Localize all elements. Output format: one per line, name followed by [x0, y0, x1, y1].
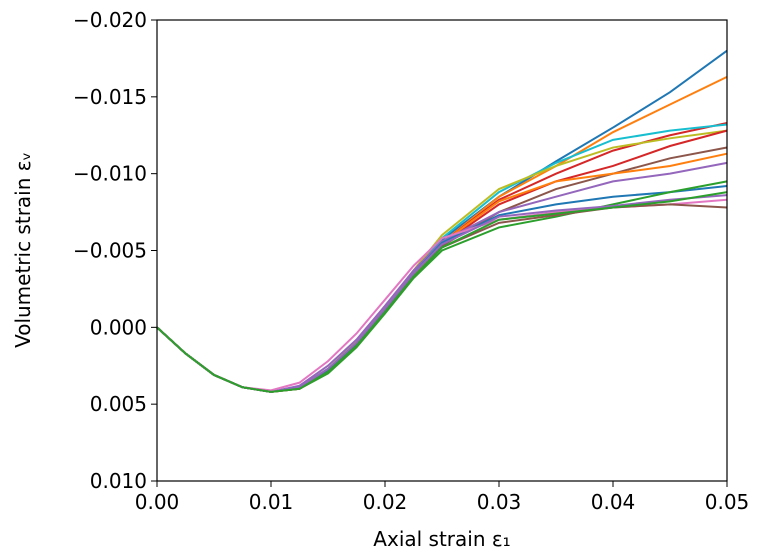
data-line	[156, 184, 728, 393]
x-tick-label: 0.03	[477, 490, 522, 514]
data-line	[156, 191, 728, 393]
x-tick-label: 0.04	[591, 490, 636, 514]
x-tick-label: 0.00	[135, 490, 180, 514]
y-tick-label: 0.010	[90, 469, 147, 493]
y-tick-label: 0.005	[90, 392, 147, 416]
x-tick-label: 0.05	[705, 490, 750, 514]
y-tick-label: −0.020	[73, 8, 147, 32]
y-axis-label: Volumetric strain εᵥ	[11, 152, 35, 348]
data-line	[156, 123, 728, 393]
y-tick-label: −0.015	[73, 85, 147, 109]
data-line	[156, 49, 728, 393]
data-line	[156, 203, 728, 393]
y-tick-label: −0.005	[73, 239, 147, 263]
data-line	[156, 198, 728, 392]
data-line	[156, 194, 728, 393]
y-tick-label: −0.010	[73, 162, 147, 186]
x-tick-label: 0.02	[363, 490, 408, 514]
data-line	[156, 146, 728, 393]
x-axis-label: Axial strain ε₁	[373, 527, 510, 551]
data-line	[156, 121, 728, 393]
data-line	[156, 180, 728, 393]
y-tick-label: 0.000	[90, 315, 147, 339]
x-tick-label: 0.01	[249, 490, 294, 514]
data-line	[156, 152, 728, 393]
